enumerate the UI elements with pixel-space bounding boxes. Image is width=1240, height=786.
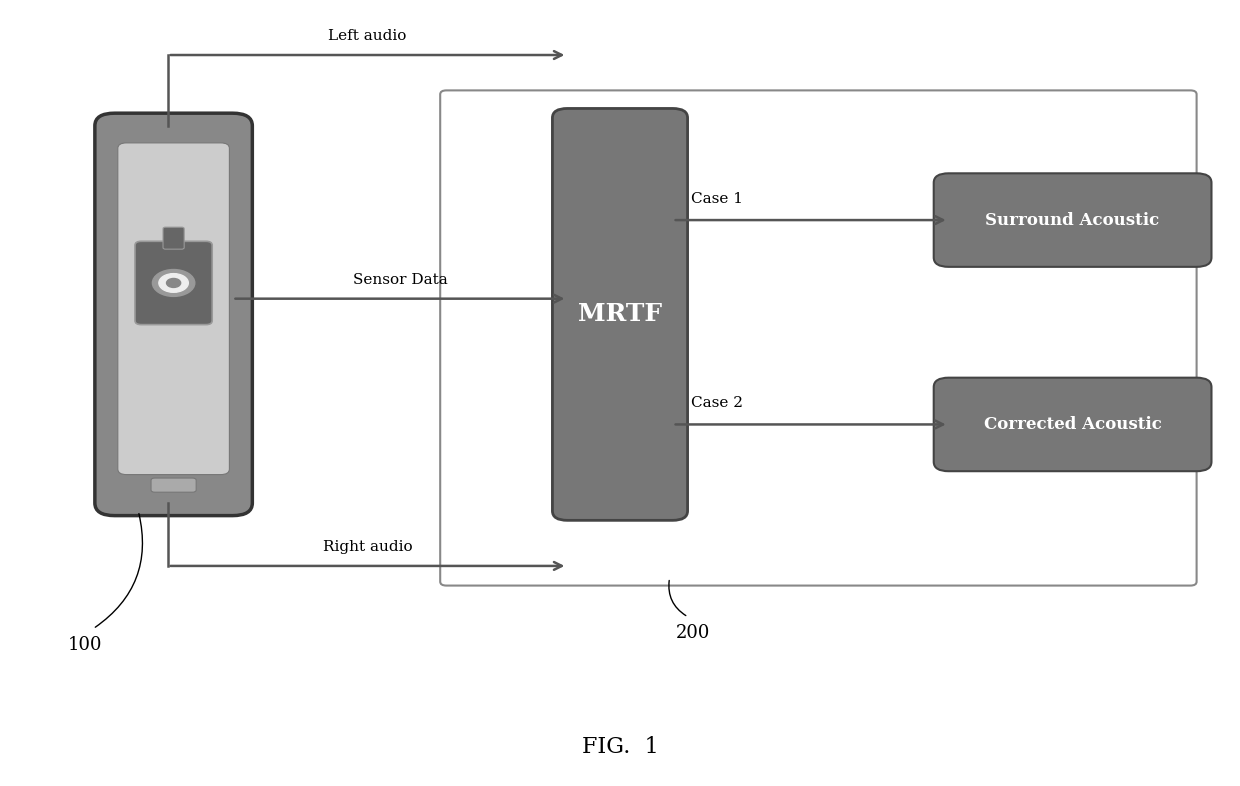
Text: MRTF: MRTF: [578, 303, 662, 326]
FancyBboxPatch shape: [118, 143, 229, 475]
Circle shape: [159, 274, 188, 292]
Text: Sensor Data: Sensor Data: [352, 273, 448, 287]
Text: 200: 200: [676, 624, 711, 641]
Text: Surround Acoustic: Surround Acoustic: [986, 211, 1159, 229]
FancyBboxPatch shape: [934, 173, 1211, 266]
FancyBboxPatch shape: [151, 478, 196, 492]
Text: Left audio: Left audio: [329, 29, 407, 43]
Text: Right audio: Right audio: [322, 540, 413, 554]
FancyBboxPatch shape: [162, 227, 185, 249]
Text: 100: 100: [68, 636, 103, 653]
FancyBboxPatch shape: [135, 241, 212, 325]
Text: Case 1: Case 1: [692, 192, 743, 206]
Text: Corrected Acoustic: Corrected Acoustic: [983, 416, 1162, 433]
FancyBboxPatch shape: [552, 108, 687, 520]
Text: FIG.  1: FIG. 1: [582, 736, 658, 758]
Circle shape: [166, 278, 181, 288]
Text: Case 2: Case 2: [692, 396, 743, 410]
FancyBboxPatch shape: [95, 113, 253, 516]
Circle shape: [153, 270, 195, 296]
FancyBboxPatch shape: [934, 377, 1211, 471]
